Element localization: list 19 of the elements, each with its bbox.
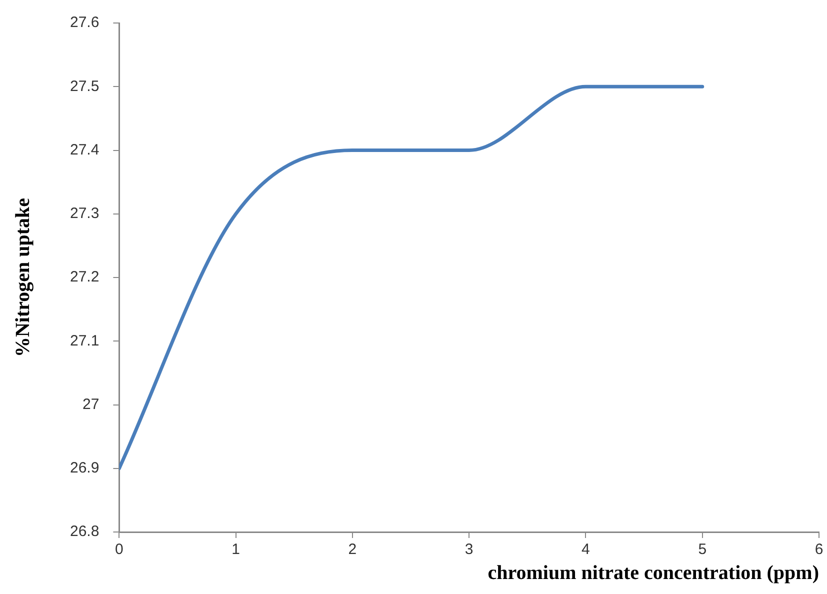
x-tick-label: 5 <box>698 541 707 558</box>
x-tick-label: 2 <box>348 541 357 558</box>
x-axis-title: chromium nitrate concentration (ppm) <box>488 562 819 584</box>
x-tick-label: 3 <box>464 541 474 558</box>
x-tick-label: 0 <box>115 541 124 558</box>
y-tick-label: 27.2 <box>70 268 100 286</box>
y-tick-label: 27.5 <box>70 78 100 95</box>
x-tick-label: 1 <box>232 541 240 558</box>
y-tick-label: 27.1 <box>70 332 100 350</box>
y-tick-label: 27.3 <box>70 205 100 222</box>
y-axis-title: %Nitrogen uptake <box>12 198 34 358</box>
y-tick-label: 26.8 <box>70 523 100 540</box>
y-tick-label: 27 <box>82 396 100 413</box>
y-tick-label: 27.6 <box>70 14 100 32</box>
x-tick-label: 4 <box>582 541 590 558</box>
line-series <box>119 84 704 470</box>
x-tick-label: 6 <box>814 541 824 558</box>
y-tick-label: 26.9 <box>70 460 100 477</box>
y-tick-label: 27.4 <box>70 141 100 158</box>
